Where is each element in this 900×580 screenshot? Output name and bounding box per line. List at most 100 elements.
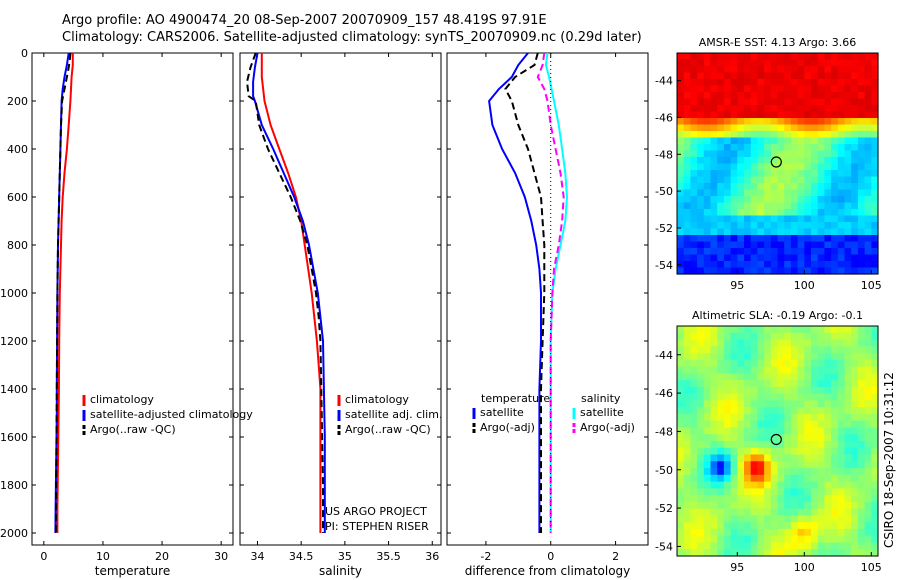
sla-heatmap-cell — [717, 413, 725, 422]
sla-heatmap-cell — [837, 454, 846, 462]
sst-heatmap-cell — [824, 176, 832, 184]
sla-heatmap-cell — [831, 522, 839, 530]
sla-heatmap-cell — [831, 454, 839, 462]
sst-heatmap-cell — [717, 176, 725, 184]
sst-heatmap-cell — [817, 111, 825, 119]
sst-heatmap-cell — [857, 150, 866, 158]
sla-heatmap-cell — [824, 535, 832, 544]
sst-heatmap-cell — [817, 137, 825, 145]
sla-heatmap-cell — [717, 528, 725, 537]
sla-heatmap-cell — [690, 488, 698, 496]
sla-heatmap-cell — [764, 549, 772, 557]
sst-heatmap-cell — [764, 105, 772, 113]
sla-heatmap-cell — [744, 353, 752, 361]
sst-heatmap-cell — [764, 163, 772, 171]
sst-heatmap-cell — [730, 241, 738, 249]
sst-heatmap-cell — [851, 202, 859, 210]
sla-heatmap-cell — [690, 549, 698, 557]
sla-heatmap-cell — [683, 332, 691, 341]
sst-heatmap-cell — [784, 215, 792, 223]
sla-heatmap-cell — [697, 501, 705, 510]
sla-heatmap-cell — [864, 542, 872, 550]
sst-heatmap-cell — [871, 150, 879, 158]
sla-heatmap-cell — [824, 339, 832, 347]
sst-heatmap-cell — [757, 157, 765, 165]
sst-heatmap-cell — [790, 176, 799, 184]
sst-heatmap-cell — [844, 215, 852, 223]
sla-heatmap-cell — [737, 495, 745, 503]
sst-heatmap-cell — [817, 189, 825, 197]
sla-heatmap-cell — [710, 468, 718, 476]
sla-heatmap-cell — [710, 386, 718, 395]
sla-heatmap-cell — [790, 413, 799, 422]
sla-heatmap-cell — [703, 461, 712, 469]
sst-heatmap-cells — [677, 53, 879, 275]
sla-heatmap-cell — [844, 441, 852, 449]
sst-heatmap-cell — [723, 209, 732, 217]
sla-heatmap-cell — [703, 366, 712, 374]
sla-heatmap-cell — [851, 474, 859, 483]
sla-heatmap-cell — [764, 366, 772, 374]
sst-heatmap-cell — [811, 235, 819, 243]
sst-heatmap-cell — [777, 163, 785, 171]
sst-heatmap-cell — [817, 183, 825, 191]
sla-heatmap-cell — [730, 359, 738, 368]
sst-heatmap-cell — [764, 150, 772, 158]
sst-heatmap-cell — [744, 157, 752, 165]
sla-heatmap-cell — [764, 454, 772, 462]
sla-heatmap-cell — [723, 353, 732, 361]
sla-heatmap-cell — [844, 535, 852, 544]
sst-heatmap-cell — [690, 183, 698, 191]
sst-heatmap-cell — [677, 157, 685, 165]
sst-heatmap-cell — [757, 124, 765, 132]
sla-heatmap-cell — [697, 326, 705, 334]
sst-heatmap-cell — [757, 228, 765, 236]
sla-heatmap-cell — [764, 353, 772, 361]
sst-heatmap-cell — [737, 66, 745, 74]
sst-heatmap-cell — [804, 189, 812, 197]
sst-heatmap-cell — [710, 254, 718, 262]
sla-heatmap-cell — [683, 359, 691, 368]
sst-heatmap-cell — [703, 105, 712, 113]
sst-heatmap-cell — [837, 79, 846, 87]
sla-heatmap-cell — [817, 454, 825, 462]
sla-heatmap-cell — [717, 495, 725, 503]
sla-heatmap-cell — [677, 441, 685, 449]
sla-heatmap-cell — [717, 522, 725, 530]
sst-heatmap-cell — [784, 189, 792, 197]
sla-heatmap-cell — [730, 332, 738, 341]
sla-heatmap-cell — [837, 400, 846, 408]
sst-heatmap-cell — [710, 85, 718, 93]
sst-heatmap-cell — [730, 163, 738, 171]
sst-heatmap-cell — [844, 202, 852, 210]
sla-heatmap-cell — [703, 393, 712, 401]
sst-heatmap-cell — [864, 261, 872, 269]
sst-heatmap-cell — [764, 92, 772, 100]
sst-heatmap-cell — [871, 261, 879, 269]
sst-heatmap-cell — [677, 215, 685, 223]
sst-heatmap-cell — [750, 189, 758, 197]
sla-heatmap-cell — [777, 420, 785, 429]
sla-heatmap-cell — [677, 481, 685, 489]
sst-heatmap-cell — [857, 59, 866, 67]
sst-heatmap-cell — [811, 196, 819, 204]
sst-heatmap-cell — [757, 144, 765, 152]
sla-heatmap-cell — [784, 413, 792, 422]
sla-x-tick-label: 95 — [730, 561, 744, 574]
sst-heatmap-cell — [871, 254, 879, 262]
sla-heatmap-cell — [710, 393, 718, 401]
sst-heatmap-cell — [717, 183, 725, 191]
sla-heatmap-cell — [844, 413, 852, 422]
sst-heatmap-cell — [770, 241, 779, 249]
sst-axes-frame — [676, 52, 879, 275]
sst-heatmap-cell — [683, 254, 691, 262]
sla-heatmap-cell — [844, 427, 852, 435]
sla-heatmap-cell — [857, 528, 866, 537]
sla-heatmap-cell — [723, 413, 732, 422]
sst-heatmap-cell — [764, 235, 772, 243]
sla-heatmap-cell — [804, 420, 812, 429]
sst-heatmap-cell — [697, 79, 705, 87]
sla-heatmap-cell — [797, 427, 805, 435]
sla-heatmap-cell — [677, 488, 685, 496]
